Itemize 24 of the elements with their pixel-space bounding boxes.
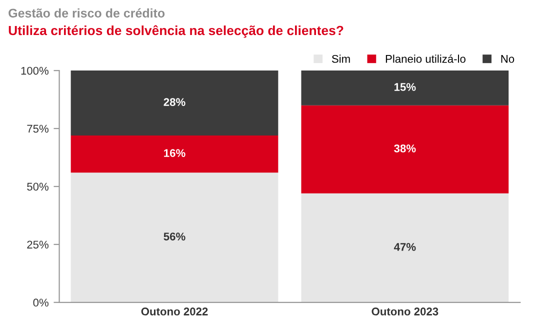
x-tick-label: Outono 2023	[372, 308, 438, 316]
data-label: 38%	[394, 144, 416, 152]
x-tick-label: Outono 2022	[141, 308, 208, 316]
y-tick-label: 25%	[27, 240, 48, 249]
bar	[301, 70, 509, 106]
y-tick-label: 0%	[33, 298, 48, 307]
y-tick-label: 50%	[27, 182, 48, 191]
y-tick-label: 75%	[27, 124, 48, 133]
chart-subtitle: Utiliza critérios de solvência na selecção de clientes?	[8, 25, 344, 38]
y-tick-label: 100%	[21, 66, 48, 75]
data-label: 47%	[394, 243, 416, 251]
data-label: 16%	[164, 149, 186, 158]
bar	[70, 70, 278, 136]
bar	[301, 105, 509, 194]
bar	[70, 135, 278, 173]
chart-title: Gestão de risco de crédito	[8, 8, 165, 18]
data-label: 28%	[164, 98, 186, 106]
legend-label: Planeio utilizá-lo	[386, 54, 466, 63]
bar	[70, 172, 278, 302]
data-label: 56%	[164, 232, 186, 240]
bar	[301, 193, 509, 302]
legend-label: Sim	[332, 54, 350, 63]
legend-label: No	[501, 55, 514, 63]
data-label: 15%	[394, 83, 416, 91]
